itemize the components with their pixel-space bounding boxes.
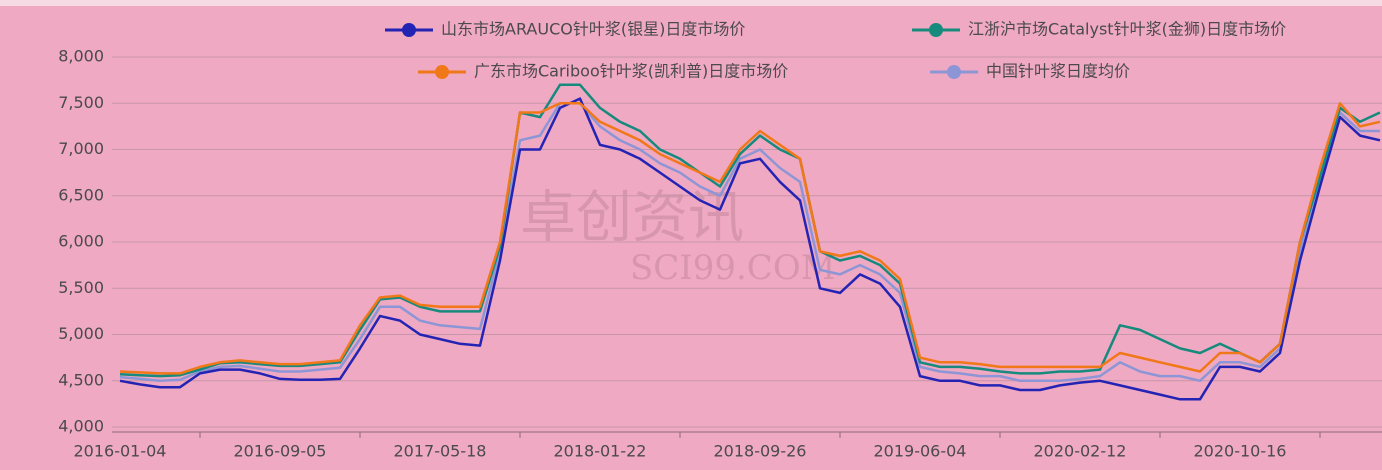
legend-label: 山东市场ARAUCO针叶浆(银星)日度市场价 xyxy=(441,20,745,39)
x-tick-label: 2020-02-12 xyxy=(1034,442,1127,461)
x-tick-label: 2016-09-05 xyxy=(234,442,327,461)
y-tick-label: 7,500 xyxy=(58,93,104,112)
series-line xyxy=(119,102,1380,383)
x-tick-label: 2016-01-04 xyxy=(74,442,167,461)
legend-marker xyxy=(947,65,961,79)
y-tick-label: 6,000 xyxy=(58,232,104,251)
legend-marker xyxy=(402,23,416,37)
y-tick-label: 7,000 xyxy=(58,139,104,158)
top-strip xyxy=(0,0,1382,6)
x-tick-label: 2018-09-26 xyxy=(714,442,807,461)
x-tick-label: 2018-01-22 xyxy=(554,442,647,461)
y-tick-label: 6,500 xyxy=(58,185,104,204)
x-tick-label: 2017-05-18 xyxy=(394,442,487,461)
watermark: 卓创资讯 xyxy=(520,186,744,251)
series-line xyxy=(119,83,1381,378)
legend-marker xyxy=(435,65,449,79)
watermark: SCI99.COM xyxy=(630,248,836,288)
legend-label: 广东市场Cariboo针叶浆(凯利普)日度市场价 xyxy=(474,62,788,81)
legend-marker xyxy=(929,23,943,37)
y-tick-label: 5,500 xyxy=(58,278,104,297)
x-tick-label: 2020-10-16 xyxy=(1194,442,1287,461)
series-line xyxy=(119,97,1381,401)
y-tick-label: 8,000 xyxy=(58,47,104,66)
y-tick-label: 4,500 xyxy=(58,370,104,389)
y-tick-label: 5,000 xyxy=(58,324,104,343)
series-line xyxy=(119,102,1381,375)
legend-label: 中国针叶浆日度均价 xyxy=(986,62,1130,81)
legend-label: 江浙沪市场Catalyst针叶浆(金狮)日度市场价 xyxy=(968,20,1286,39)
y-tick-label: 4,000 xyxy=(58,417,104,436)
x-tick-label: 2019-06-04 xyxy=(874,442,967,461)
